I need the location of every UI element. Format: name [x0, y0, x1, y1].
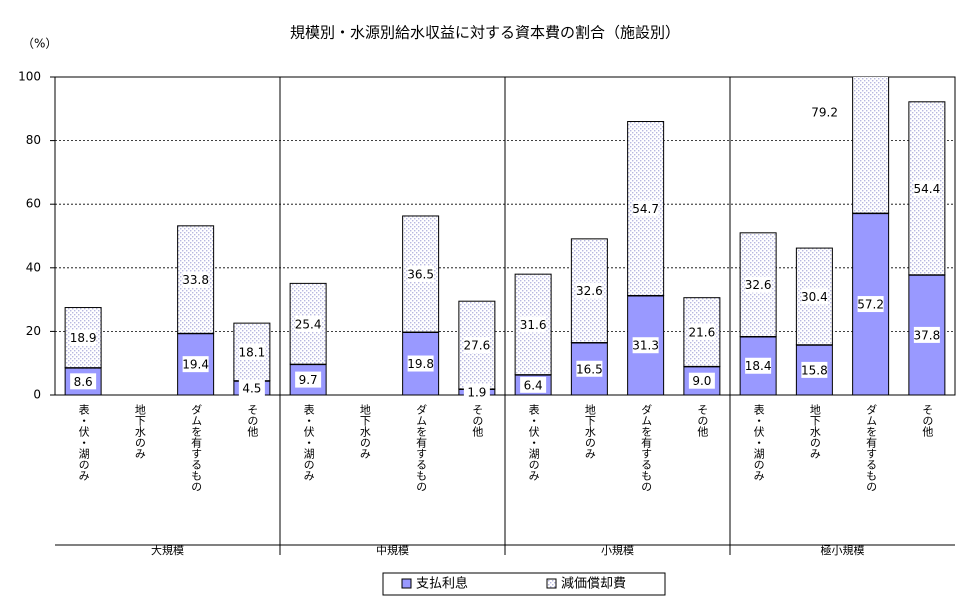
data-label: 9.0 [692, 374, 711, 388]
y-tick-label: 20 [26, 324, 41, 338]
y-axis-label: （%） [22, 37, 57, 51]
data-label: 54.4 [914, 182, 941, 196]
x-tick-label: 地下水のみ [358, 404, 371, 459]
data-label: 18.1 [239, 345, 266, 359]
data-label-bg [688, 372, 715, 389]
data-label-bg [857, 296, 884, 313]
x-tick-label: 表・伏・湖のみ [302, 403, 315, 481]
data-label-bg [182, 271, 209, 288]
data-label: 27.6 [464, 339, 491, 353]
data-label-bg [238, 379, 265, 396]
data-label: 18.9 [70, 331, 97, 345]
data-label: 25.4 [295, 317, 322, 331]
data-label-bg [70, 329, 97, 346]
legend-box [382, 572, 666, 596]
data-label-bg [745, 276, 772, 293]
group-label: 小規模 [601, 543, 634, 557]
data-label-bg [295, 371, 322, 388]
y-tick-label: 0 [33, 388, 41, 402]
data-label-bg [576, 360, 603, 377]
data-label: 37.8 [914, 328, 941, 342]
x-tick-label: その他 [696, 404, 709, 437]
group-label: 極小規模 [821, 543, 865, 557]
data-label: 30.4 [801, 290, 828, 304]
data-label-bg [520, 316, 547, 333]
x-tick-label: その他 [921, 404, 934, 437]
data-label-bg [407, 266, 434, 283]
data-label: 9.7 [299, 373, 318, 387]
data-label-bg [688, 324, 715, 341]
data-label: 4.5 [242, 381, 261, 395]
x-tick-label: 表・伏・湖のみ [527, 403, 540, 481]
x-tick-label: 地下水のみ [133, 404, 146, 459]
data-label: 32.6 [745, 278, 772, 292]
x-tick-label: ダムを有するもの [415, 404, 428, 492]
data-label-bg [745, 357, 772, 374]
y-tick-label: 100 [18, 70, 41, 84]
data-label-bg [520, 376, 547, 393]
data-label-bg [632, 337, 659, 354]
y-tick-label: 60 [26, 197, 41, 211]
data-label-bg [801, 288, 828, 305]
data-label: 18.4 [745, 359, 772, 373]
data-label: 33.8 [182, 273, 209, 287]
data-label-bg [632, 200, 659, 217]
legend-swatch [546, 578, 557, 589]
data-label-bg [576, 282, 603, 299]
data-label-bg [407, 355, 434, 372]
data-label: 6.4 [524, 378, 543, 392]
x-tick-label: ダムを有するもの [640, 404, 653, 492]
data-label: 31.6 [520, 318, 547, 332]
legend-swatch [401, 578, 412, 589]
data-label: 79.2 [811, 106, 838, 120]
data-label: 36.5 [407, 268, 434, 282]
group-label: 大規模 [151, 543, 184, 557]
x-tick-label: ダムを有するもの [865, 404, 878, 492]
x-tick-label: その他 [471, 404, 484, 437]
data-label-bg [913, 180, 940, 197]
data-label-bg [295, 315, 322, 332]
data-label: 57.2 [857, 298, 884, 312]
group-label: 中規模 [376, 543, 409, 557]
y-tick-label: 40 [26, 260, 41, 274]
x-tick-label: その他 [246, 404, 259, 437]
x-tick-label: ダムを有するもの [190, 404, 203, 492]
data-label: 54.7 [632, 202, 659, 216]
data-label: 19.4 [182, 358, 209, 372]
chart-title: 規模別・水源別給水収益に対する資本費の割合（施設別） [290, 24, 680, 42]
data-label: 15.8 [801, 363, 828, 377]
x-tick-label: 地下水のみ [583, 404, 596, 459]
data-label-bg [801, 361, 828, 378]
legend-label: 減価償却費 [561, 576, 626, 592]
data-label: 8.6 [74, 375, 93, 389]
x-tick-label: 表・伏・湖のみ [752, 403, 765, 481]
data-label-bg [182, 356, 209, 373]
bar-segment [852, 77, 890, 214]
data-label: 19.8 [407, 357, 434, 371]
data-label: 32.6 [576, 284, 603, 298]
legend-label: 支払利息 [416, 576, 468, 592]
data-label-bg [913, 326, 940, 343]
data-label-bg [463, 383, 490, 400]
data-label-bg [238, 343, 265, 360]
y-tick-label: 80 [26, 133, 41, 147]
data-label-bg [463, 337, 490, 354]
data-label: 16.5 [576, 362, 603, 376]
x-tick-label: 地下水のみ [808, 404, 821, 459]
data-label: 21.6 [689, 326, 716, 340]
data-label-bg [70, 373, 97, 390]
x-tick-label: 表・伏・湖のみ [77, 403, 90, 481]
data-label: 31.3 [632, 339, 659, 353]
data-label: 1.9 [467, 385, 486, 399]
